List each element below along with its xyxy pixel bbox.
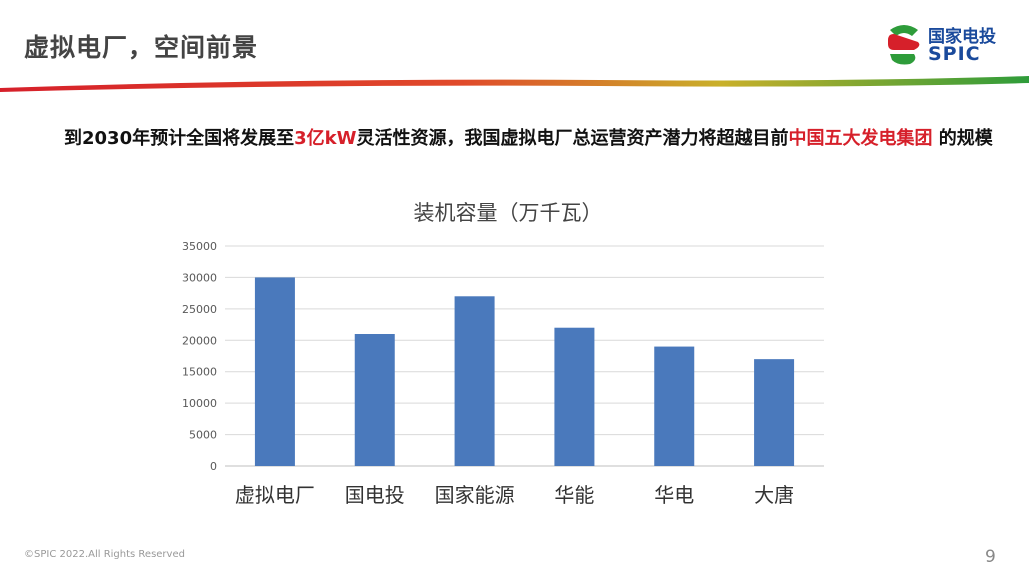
bar [554, 327, 595, 466]
header-band [0, 76, 1029, 92]
x-tick-label: 虚拟电厂 [235, 483, 315, 507]
y-tick-label: 30000 [182, 271, 217, 284]
y-tick-labels: 0 5000 10000 15000 20000 25000 30000 35000 [182, 240, 217, 473]
bar [254, 277, 295, 466]
y-tick-label: 25000 [182, 303, 217, 316]
spic-logo: 国家电投 SPIC [884, 20, 1014, 70]
headline-part-1: 到2030年预计全国将发展至 [64, 128, 295, 149]
logo-text-en: SPIC [928, 43, 981, 65]
headline-highlight-2: 中国五大发电集团 [788, 128, 933, 149]
headline-part-3: 的规模 [932, 128, 993, 149]
y-tick-label: 20000 [182, 334, 217, 347]
bar [354, 334, 395, 466]
bars [254, 277, 795, 466]
grid-layer [225, 245, 824, 467]
headline-highlight-1: 3亿kW [294, 128, 357, 149]
y-tick-label: 5000 [189, 429, 217, 442]
y-tick-label: 15000 [182, 366, 217, 379]
logo-text-cn: 国家电投 [928, 27, 996, 47]
bar [754, 359, 795, 466]
y-tick-label: 0 [210, 460, 217, 473]
page-number: 9 [985, 547, 996, 567]
x-tick-label: 国家能源 [435, 483, 515, 507]
x-tick-label: 大唐 [754, 483, 794, 507]
y-tick-label: 35000 [182, 240, 217, 253]
spic-logo-mark-icon [888, 25, 920, 65]
x-tick-label: 华能 [554, 483, 594, 507]
headline: 到2030年预计全国将发展至3亿kW灵活性资源，我国虚拟电厂总运营资产潜力将超越… [64, 124, 994, 154]
x-tick-label: 国电投 [345, 483, 405, 507]
headline-part-2: 灵活性资源，我国虚拟电厂总运营资产潜力将超越目前 [356, 128, 789, 149]
page-title: 虚拟电厂，空间前景 [24, 33, 259, 62]
bar [454, 296, 495, 466]
bar [654, 346, 695, 466]
y-tick-label: 10000 [182, 397, 217, 410]
chart-title: 装机容量（万千瓦） [414, 201, 603, 225]
x-tick-label: 华电 [654, 483, 694, 507]
x-tick-labels: 虚拟电厂 国电投 国家能源 华能 华电 大唐 [235, 483, 794, 507]
footer-copyright: ©SPIC 2022.All Rights Reserved [24, 549, 185, 560]
